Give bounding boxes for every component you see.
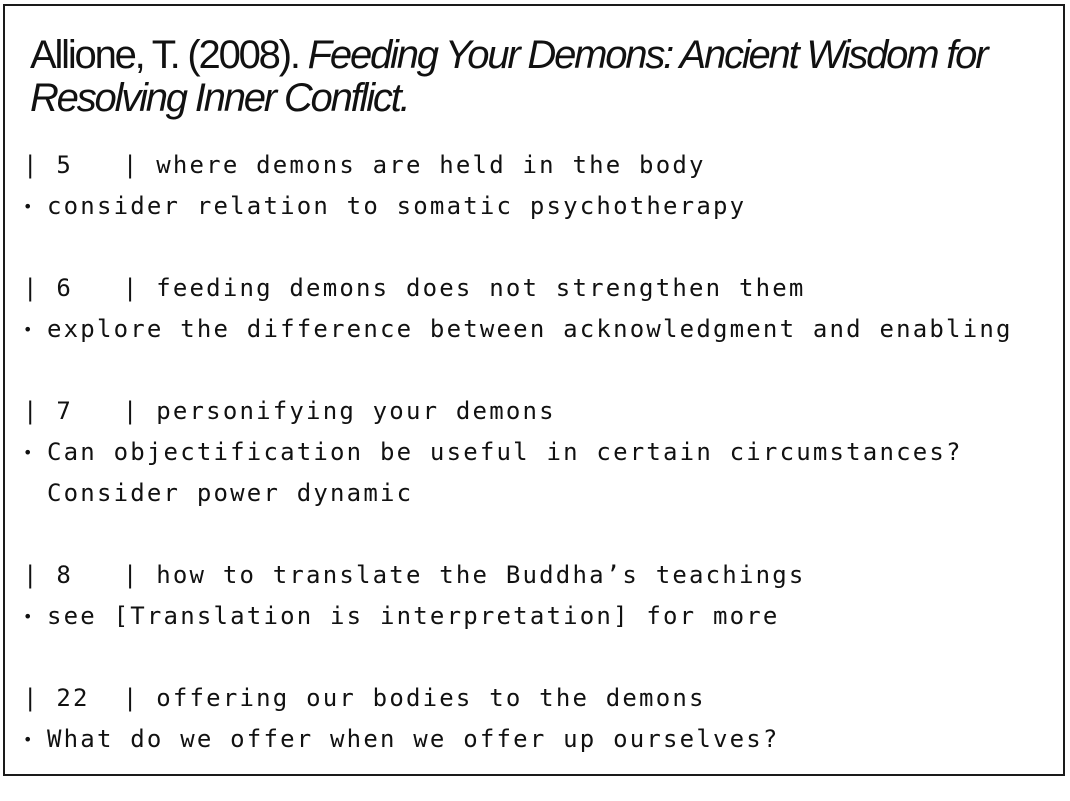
note-line: • explore the difference between acknowle… xyxy=(23,309,1053,350)
bullet-icon: • xyxy=(23,607,35,626)
bullet-icon: • xyxy=(23,320,35,339)
note-entry: | 7 | personifying your demons • Can obje… xyxy=(23,391,1053,514)
note-line: • Can objectification be useful in certai… xyxy=(23,432,1053,514)
page-reference-line: | 22 | offering our bodies to the demons xyxy=(23,684,706,712)
page-topic: personifying your demons xyxy=(156,397,556,425)
page-number: 8 xyxy=(56,561,73,589)
note-text: Can objectification be useful in certain… xyxy=(47,438,963,507)
note-card: Allione, T. (2008). Feeding Your Demons:… xyxy=(3,4,1065,776)
page-reference-line: | 7 | personifying your demons xyxy=(23,397,556,425)
note-entry: | 8 | how to translate the Buddha’s teac… xyxy=(23,555,1053,637)
note-entry: | 5 | where demons are held in the body … xyxy=(23,145,1053,227)
bullet-icon: • xyxy=(23,197,35,216)
page-number: 22 xyxy=(56,684,90,712)
note-line: • see [Translation is interpretation] for… xyxy=(23,596,1053,637)
bullet-icon: • xyxy=(23,443,35,462)
note-text: consider relation to somatic psychothera… xyxy=(47,192,747,220)
page-topic: offering our bodies to the demons xyxy=(156,684,706,712)
page-topic: how to translate the Buddha’s teachings xyxy=(156,561,806,589)
note-text: What do we offer when we offer up oursel… xyxy=(47,725,780,753)
page-reference-line: | 6 | feeding demons does not strengthen… xyxy=(23,274,806,302)
page-number: 5 xyxy=(56,151,73,179)
page-reference-line: | 5 | where demons are held in the body xyxy=(23,151,706,179)
citation-heading: Allione, T. (2008). Feeding Your Demons:… xyxy=(30,34,1040,120)
note-entry: | 22 | offering our bodies to the demons… xyxy=(23,678,1053,760)
citation-book-title: Feeding Your Demons: Ancient Wisdom for … xyxy=(30,33,989,120)
note-line: • What do we offer when we offer up ourse… xyxy=(23,719,1053,760)
note-text: see [Translation is interpretation] for … xyxy=(47,602,780,630)
page-number: 7 xyxy=(56,397,73,425)
page-reference-line: | 8 | how to translate the Buddha’s teac… xyxy=(23,561,806,589)
note-text: explore the difference between acknowled… xyxy=(47,315,1013,343)
note-line: • consider relation to somatic psychother… xyxy=(23,186,1053,227)
notes-list: | 5 | where demons are held in the body … xyxy=(23,145,1053,801)
page-topic: where demons are held in the body xyxy=(156,151,706,179)
page-number: 6 xyxy=(56,274,73,302)
note-entry: | 6 | feeding demons does not strengthen… xyxy=(23,268,1053,350)
citation-author-year: Allione, T. (2008). xyxy=(30,33,308,77)
bullet-icon: • xyxy=(23,730,35,749)
page-topic: feeding demons does not strengthen them xyxy=(156,274,806,302)
